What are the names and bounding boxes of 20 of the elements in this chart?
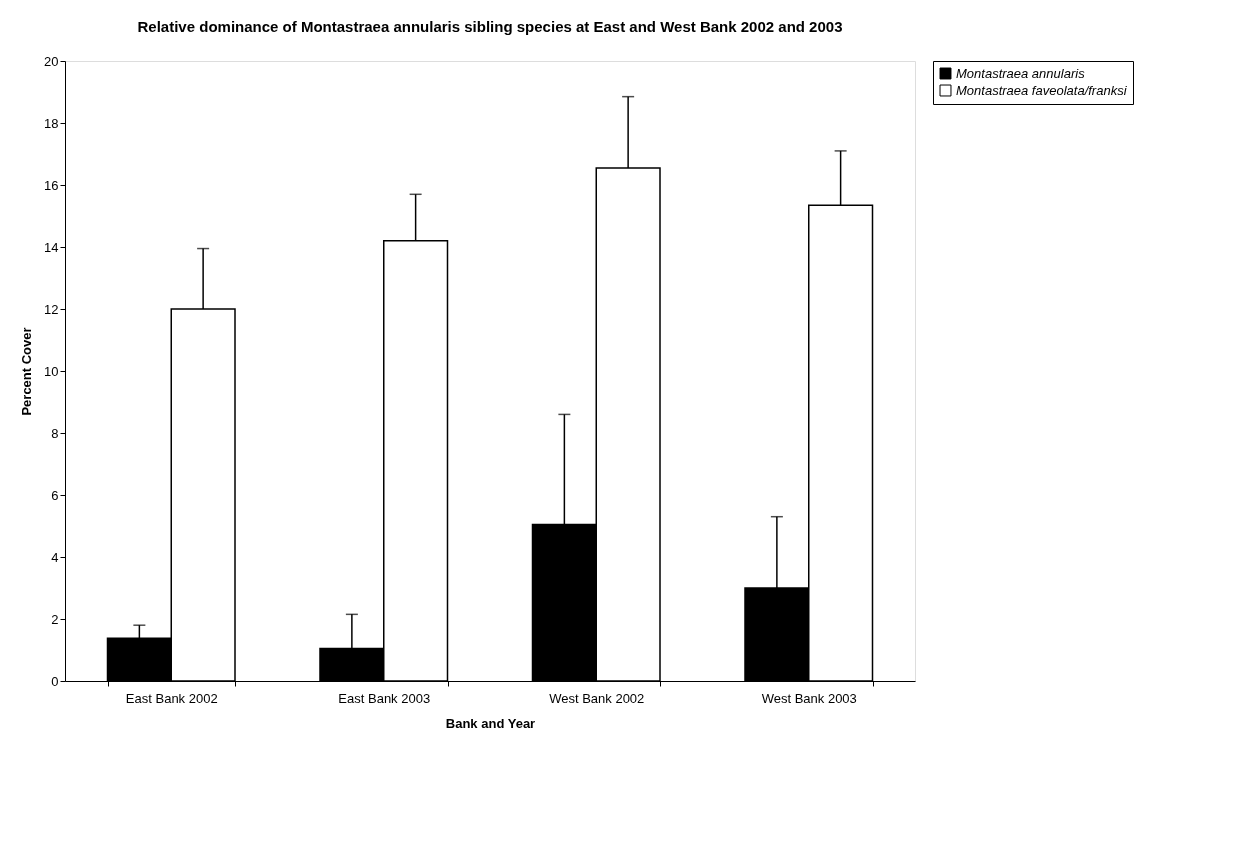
y-tick-label: 2 (51, 611, 59, 627)
chart-title: Relative dominance of Montastraea annularis sibling species at East and West Bank 2002 and 2003 (137, 18, 843, 35)
y-tick-label: 12 (44, 301, 59, 317)
legend-label: Montastraea faveolata/franksi (956, 82, 1128, 98)
x-tick-label: West Bank 2002 (549, 690, 645, 706)
x-tick-label: West Bank 2003 (761, 690, 857, 706)
x-axis-title: Bank and Year (445, 715, 536, 731)
y-tick-label: 20 (44, 53, 59, 69)
y-tick-label: 14 (44, 239, 59, 255)
y-tick-label: 4 (51, 549, 59, 565)
y-tick-label: 10 (44, 363, 59, 379)
x-tick-label: East Bank 2002 (125, 690, 218, 706)
y-tick-label: 6 (51, 487, 59, 503)
y-tick-label: 16 (44, 177, 59, 193)
y-axis-title: Percent Cover (19, 327, 35, 416)
x-tick-label: East Bank 2003 (338, 690, 431, 706)
y-tick-label: 0 (51, 673, 59, 689)
y-tick-label: 18 (44, 115, 59, 131)
legend-label: Montastraea annularis (956, 65, 1086, 81)
y-tick-label: 8 (51, 425, 59, 441)
